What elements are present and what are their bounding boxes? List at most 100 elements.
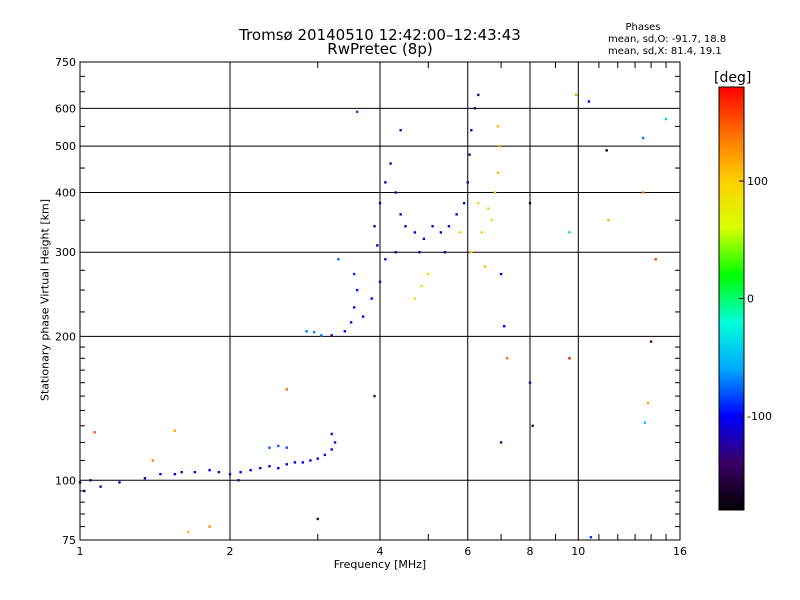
x-tick-label: 10	[571, 545, 585, 558]
data-point	[301, 461, 305, 464]
data-point	[330, 334, 333, 337]
colorbar-tick-label: 0	[747, 293, 754, 306]
data-point	[470, 128, 473, 132]
data-point	[259, 466, 262, 470]
data-point	[413, 297, 417, 300]
x-tick-label: 16	[673, 545, 687, 558]
data-point	[285, 463, 288, 466]
data-point	[180, 470, 183, 474]
data-point	[268, 465, 271, 468]
data-point	[431, 225, 434, 228]
data-point	[399, 213, 402, 216]
data-point	[293, 461, 297, 464]
data-point	[355, 110, 359, 114]
data-point	[531, 424, 534, 428]
phase-x-stats: mean, sd,X: 81.4, 19.1	[608, 46, 722, 57]
data-point	[239, 470, 242, 474]
data-point	[477, 201, 480, 205]
data-point	[480, 231, 483, 234]
data-point	[376, 244, 379, 247]
data-point	[268, 446, 271, 449]
data-point	[378, 280, 382, 284]
phase-heading: Phases	[625, 22, 661, 33]
data-point	[277, 466, 280, 470]
data-point	[483, 265, 487, 268]
data-point	[384, 181, 387, 184]
data-point	[316, 457, 319, 460]
data-point	[343, 330, 347, 333]
chart-subtitle: RwPretec (8p)	[327, 40, 433, 58]
data-point	[93, 431, 96, 434]
data-point	[462, 201, 466, 205]
data-point	[528, 381, 532, 384]
data-point	[159, 472, 162, 476]
data-point	[89, 479, 92, 482]
data-point	[499, 441, 503, 444]
data-point	[439, 231, 443, 234]
data-point	[568, 357, 571, 360]
chart-title: Tromsø 20140510 12:42:00–12:43:43	[239, 26, 521, 44]
data-point	[502, 325, 506, 328]
data-point	[143, 477, 147, 480]
data-point	[361, 315, 365, 318]
data-point	[373, 225, 376, 228]
data-points	[78, 93, 668, 539]
data-point	[399, 128, 402, 132]
data-point	[333, 441, 337, 444]
data-point	[285, 388, 288, 391]
y-tick-label: 300	[55, 246, 76, 259]
y-tick-label: 750	[55, 56, 76, 69]
data-point	[349, 321, 353, 324]
data-point	[404, 225, 407, 228]
data-point	[99, 485, 102, 488]
data-point	[394, 251, 397, 254]
data-point	[370, 297, 373, 300]
data-point	[373, 394, 376, 398]
data-point	[642, 191, 645, 194]
x-tick-label: 4	[377, 545, 384, 558]
data-point	[320, 334, 323, 337]
data-point	[643, 421, 647, 424]
data-point	[389, 162, 392, 165]
data-point	[228, 472, 232, 476]
data-point	[487, 207, 490, 210]
phase-o-stats: mean, sd,O: -91.7, 18.8	[608, 34, 727, 45]
axis-ticks: 1 2 4 6 8 10 16 75 100 200 300 400 500 600 750	[55, 56, 687, 558]
colorbar-tick-label: -100	[747, 410, 772, 423]
data-point	[505, 357, 509, 360]
data-point	[173, 429, 177, 432]
data-point	[477, 93, 480, 97]
data-point	[355, 288, 359, 292]
data-point	[118, 481, 121, 484]
data-point	[305, 330, 308, 333]
x-tick-label: 1	[77, 545, 84, 558]
data-point	[468, 153, 471, 156]
y-tick-label: 600	[55, 102, 76, 115]
data-point	[237, 479, 240, 482]
data-point	[470, 251, 473, 254]
grid-lines	[80, 62, 680, 540]
plot-frame	[79, 61, 681, 541]
x-tick-label: 8	[527, 545, 534, 558]
data-point	[528, 201, 532, 205]
data-point	[496, 125, 500, 128]
data-point	[447, 225, 451, 228]
data-point	[459, 231, 462, 234]
data-point	[607, 219, 610, 222]
data-point	[654, 258, 657, 261]
y-tick-label: 500	[55, 140, 76, 153]
data-point	[337, 258, 340, 261]
x-tick-label: 2	[227, 545, 234, 558]
data-point	[151, 459, 155, 462]
data-point	[589, 536, 593, 539]
data-point	[312, 331, 316, 334]
data-point	[422, 237, 426, 241]
colorbar-ticks: 100 0 -100	[739, 175, 772, 423]
data-point	[249, 468, 252, 472]
data-point	[316, 517, 319, 521]
data-point	[642, 136, 645, 140]
y-tick-label: 75	[62, 534, 76, 547]
colorbar-unit-label: [deg]	[714, 70, 752, 86]
data-point	[193, 470, 197, 474]
data-point	[493, 191, 497, 194]
